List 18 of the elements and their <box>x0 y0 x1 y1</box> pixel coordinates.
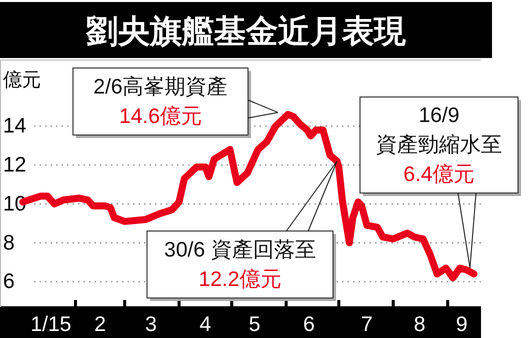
annotation: 2/6高峯期資產 14.6億元 <box>93 75 228 128</box>
x-tick-label: 5 <box>248 313 260 336</box>
y-tick-label: 12 <box>3 154 26 177</box>
chart-title: 劉央旗艦基金近月表現 <box>85 13 406 49</box>
y-tick-label: 14 <box>3 114 27 138</box>
x-tick-label: 8 <box>414 313 426 336</box>
x-tick-label: 6 <box>303 313 315 336</box>
x-tick-label: 1/15 <box>30 313 72 336</box>
x-tick-label: 2 <box>94 313 106 336</box>
annotation: 16/9 資產勁縮水至 6.4億元 <box>376 104 502 186</box>
x-tick-label: 7 <box>361 313 373 336</box>
x-tick-label: 4 <box>200 313 212 336</box>
x-tick-label: 3 <box>145 313 157 336</box>
x-tick-label: 9 <box>456 313 468 336</box>
y-tick-label: 6 <box>3 270 15 294</box>
annotation: 30/6 資產回落至 12.2億元 <box>164 238 316 291</box>
y-tick-label: 8 <box>3 231 15 254</box>
y-axis-title: 億元 <box>3 70 41 91</box>
